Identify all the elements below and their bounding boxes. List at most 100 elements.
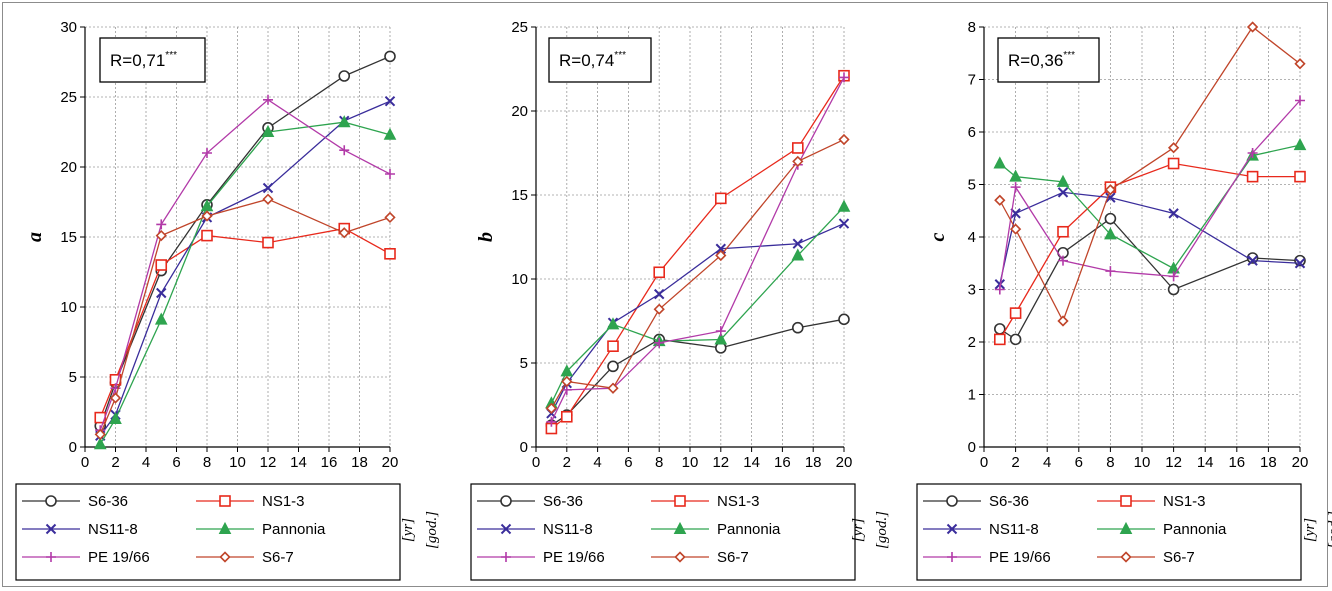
x-tick-label: 2 (111, 454, 119, 471)
legend-box (15, 483, 401, 581)
x-tick-label: 18 (351, 454, 368, 471)
data-point-pe-19-66 (994, 284, 1005, 295)
r-value-label: R=0,74*** (559, 50, 626, 70)
series-line-pannonia (99, 121, 391, 445)
legend-marker-ns11-8 (500, 523, 512, 535)
x-tick-label: 4 (593, 454, 601, 471)
legend-marker-pannonia (218, 521, 232, 534)
series-s6-36 (94, 50, 396, 432)
data-point-pannonia (383, 127, 397, 140)
x-tick-label: 16 (321, 454, 338, 471)
legend-marker-ns11-8 (946, 523, 958, 535)
legend-marker-pe-19-66 (501, 552, 511, 562)
legend-label-s6-36: S6-36 (88, 493, 128, 510)
r-value-label: R=0,71*** (110, 50, 177, 70)
data-point-s6-7 (607, 382, 619, 394)
legend: S6-36 NS1-3 NS11-8 Pannonia PE 19/66 S6-7 (15, 483, 401, 581)
data-point-pannonia (261, 124, 275, 137)
data-point-pannonia (993, 156, 1007, 169)
y-tick-label: 0 (520, 439, 528, 456)
legend-label-ns1-3: NS1-3 (262, 493, 305, 510)
x-tick-label: 4 (142, 454, 150, 471)
legend-label-ns11-8: NS11-8 (989, 521, 1039, 538)
unit-label-god: [god.] (874, 511, 890, 549)
data-point-pannonia (93, 437, 107, 450)
data-point-s6-7 (155, 229, 167, 242)
x-tick-label: 14 (743, 454, 760, 471)
data-point-s6-7 (1057, 315, 1069, 327)
legend-box (470, 483, 856, 581)
data-point-pannonia (337, 115, 351, 128)
data-point-pannonia (606, 317, 620, 330)
legend-label-pannonia: Pannonia (717, 521, 781, 538)
y-tick-label: 1 (968, 387, 976, 404)
data-point-pe-19-66 (546, 416, 557, 427)
r-value-box (997, 37, 1100, 83)
data-point-ns11-8 (1168, 208, 1179, 219)
data-point-ns1-3 (653, 266, 666, 279)
x-tick-label: 18 (805, 454, 822, 471)
data-point-pe-19-66 (263, 94, 273, 105)
legend-label-ns1-3: NS1-3 (717, 493, 760, 510)
data-point-s6-7 (384, 211, 396, 224)
legend-label-s6-7: S6-7 (262, 549, 294, 566)
data-point-ns1-3 (201, 229, 213, 242)
data-point-ns1-3 (1057, 225, 1069, 238)
legend-marker-pannonia (1119, 521, 1133, 534)
data-point-pe-19-66 (202, 148, 212, 158)
data-point-ns11-8 (792, 238, 804, 249)
data-point-ns11-8 (653, 288, 665, 300)
x-tick-label: 0 (980, 454, 988, 471)
data-point-ns1-3 (262, 236, 274, 249)
legend-marker-ns1-3 (219, 495, 231, 507)
data-point-s6-7 (545, 402, 558, 414)
data-point-pe-19-66 (715, 326, 726, 337)
data-point-pe-19-66 (1168, 271, 1179, 282)
r-value-box (548, 37, 652, 83)
data-point-pannonia (154, 312, 168, 325)
data-point-s6-7 (1009, 223, 1022, 235)
y-axis-label: b (475, 232, 497, 242)
data-point-ns11-8 (838, 218, 850, 229)
series-s6-36 (545, 313, 850, 431)
x-tick-label: 16 (1228, 454, 1245, 471)
legend-label-s6-7: S6-7 (1163, 549, 1195, 566)
gridlines (984, 26, 1301, 447)
data-point-s6-7 (1104, 184, 1117, 196)
data-point-pannonia (714, 332, 728, 345)
y-tick-label: 3 (968, 282, 976, 299)
legend-marker-s6-7 (674, 551, 686, 563)
legend-label-ns11-8: NS11-8 (88, 521, 138, 538)
data-point-pe-19-66 (839, 72, 849, 83)
y-tick-label: 0 (69, 439, 77, 456)
data-point-pe-19-66 (1010, 182, 1021, 193)
legend-label-s6-36: S6-36 (543, 493, 583, 510)
series-line-s6-7 (550, 138, 845, 409)
x-tick-label: 4 (1043, 454, 1051, 471)
unit-label-yr: [yr] (1302, 518, 1318, 542)
x-tick-label: 10 (1134, 454, 1151, 471)
series-line-s6-36 (99, 55, 391, 427)
series-s6-7 (994, 21, 1306, 327)
data-point-ns1-3 (1009, 307, 1022, 319)
y-tick-label: 7 (968, 72, 976, 89)
data-point-pannonia (109, 411, 122, 424)
x-tick-label: 12 (260, 454, 277, 471)
data-point-s6-7 (838, 133, 850, 146)
series-line-pe-19-66 (99, 98, 391, 431)
data-point-ns1-3 (1294, 170, 1306, 183)
x-tick-label: 8 (1106, 454, 1114, 471)
x-tick-label: 18 (1260, 454, 1277, 471)
series-s6-7 (94, 193, 396, 441)
y-tick-label: 5 (520, 355, 528, 372)
data-point-ns1-3 (714, 192, 727, 205)
series-line-pe-19-66 (550, 77, 845, 423)
y-tick-label: 25 (511, 19, 528, 36)
y-tick-label: 30 (60, 19, 77, 36)
data-point-s6-36 (838, 313, 850, 326)
data-point-pe-19-66 (385, 169, 395, 179)
series-ns1-3 (993, 157, 1306, 346)
legend-label-pe-19-66: PE 19/66 (543, 549, 605, 566)
